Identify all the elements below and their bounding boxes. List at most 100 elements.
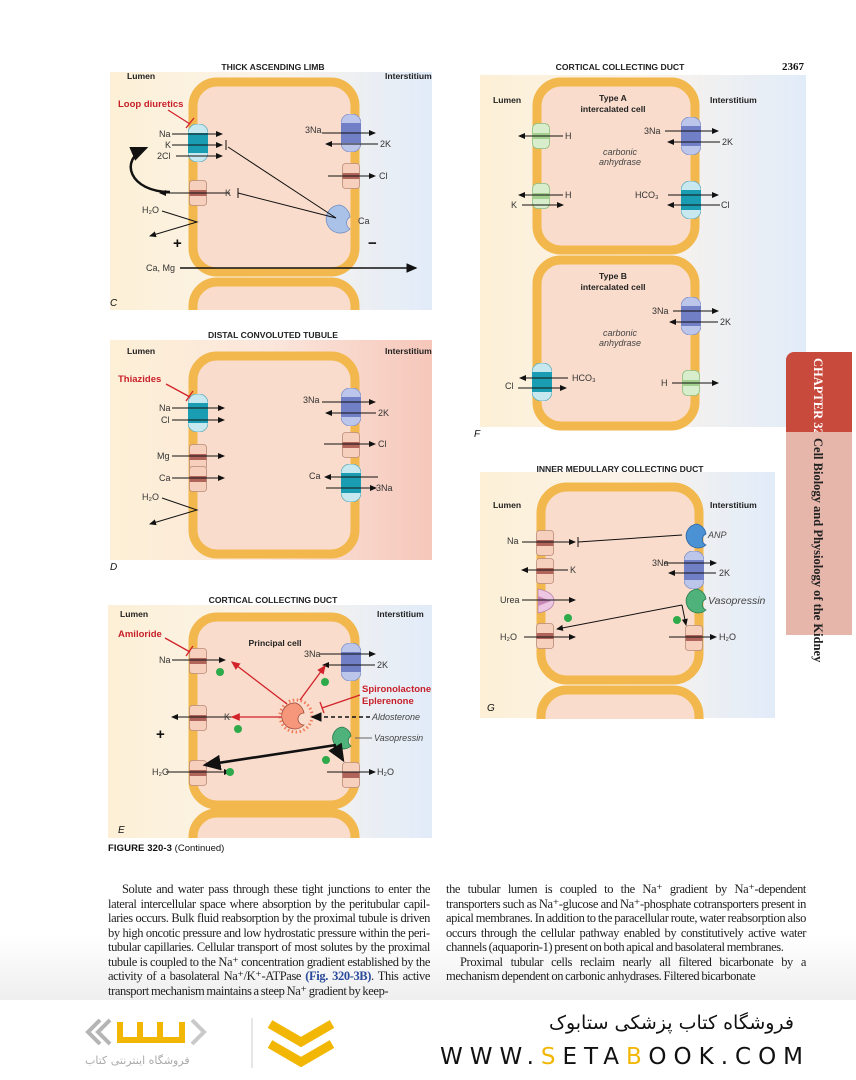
na-k-atpase bbox=[681, 297, 701, 335]
interstitium-label: Interstitium bbox=[377, 609, 424, 619]
chapter-title: Cell Biology and Physiology of the Kidne… bbox=[811, 438, 825, 663]
paragraph-text: . This active transport mechanism mainta… bbox=[108, 969, 431, 998]
ion-label: 2K bbox=[720, 317, 731, 327]
drug-label: Eplerenone bbox=[362, 696, 414, 707]
panel-c-thick-ascending-limb: THICK ASCENDING LIMB Lumen Interstitium … bbox=[110, 62, 432, 310]
chapter-tab: CHAPTER 320 Cell Biology and Physiology … bbox=[786, 352, 852, 662]
ca-channel bbox=[190, 467, 207, 492]
ion-label: K bbox=[224, 712, 230, 722]
na-k-atpase bbox=[681, 117, 701, 155]
figure-caption: FIGURE 320-3 (Continued) bbox=[108, 843, 224, 854]
ae1-exchanger bbox=[681, 181, 701, 219]
setabook-watermark-banner: فروشگاه اینترنتی کتاب فروشگاه کتاب پزشکی… bbox=[0, 1002, 856, 1080]
store-url[interactable]: WWW.SETABOOK.COM bbox=[440, 1044, 810, 1070]
charge-plus: + bbox=[156, 726, 165, 743]
ion-label: 3Na bbox=[305, 125, 322, 135]
ion-label: 2Cl bbox=[157, 151, 171, 161]
hormone-label: ANP bbox=[707, 530, 727, 540]
ion-label: 2K bbox=[719, 568, 730, 578]
logo-subtitle: فروشگاه اینترنتی کتاب bbox=[85, 1054, 190, 1067]
body-text-right-column: the tubular lumen is coupled to the Na⁺ … bbox=[446, 882, 806, 984]
ion-label: H bbox=[661, 378, 668, 388]
ion-label: Urea bbox=[500, 595, 520, 605]
lumen-label: Lumen bbox=[127, 346, 155, 356]
figure-note: (Continued) bbox=[174, 843, 225, 854]
ion-label: Na bbox=[159, 655, 171, 665]
figure-reference-link[interactable]: (Fig. 320-3B) bbox=[305, 969, 372, 983]
ion-label: H bbox=[565, 190, 572, 200]
ion-label: 2K bbox=[722, 137, 733, 147]
panel-g-inner-medullary-collecting-duct: INNER MEDULLARY COLLECTING DUCT Lumen In… bbox=[480, 464, 775, 719]
ion-label: Mg bbox=[157, 451, 170, 461]
ion-label: H₂O bbox=[152, 767, 169, 777]
charge-minus: − bbox=[368, 235, 377, 252]
interstitium-label: Interstitium bbox=[710, 500, 757, 510]
panel-f-intercalated-cells: CORTICAL COLLECTING DUCT Lumen Interstit… bbox=[474, 62, 806, 438]
ion-label: Na bbox=[159, 403, 171, 413]
ion-label: H₂O bbox=[377, 767, 394, 777]
ion-label: 3Na bbox=[304, 649, 321, 659]
setabook-logo bbox=[85, 1018, 335, 1068]
neighbor-cell bbox=[536, 685, 704, 719]
chapter-number: CHAPTER 320 bbox=[811, 358, 825, 441]
enzyme-label: anhydrase bbox=[599, 338, 641, 348]
ion-label: Na bbox=[159, 129, 171, 139]
panel-title: CORTICAL COLLECTING DUCT bbox=[556, 62, 685, 72]
aqp2-channel bbox=[537, 624, 554, 649]
store-name: فروشگاه کتاب پزشکی ستابوک bbox=[548, 1012, 794, 1034]
ncc-cotransporter bbox=[188, 394, 208, 432]
lumen-label: Lumen bbox=[493, 500, 521, 510]
paragraph-text: Solute and water pass through these tigh… bbox=[108, 882, 430, 983]
url-part: ETA bbox=[562, 1044, 627, 1070]
panel-letter: D bbox=[110, 562, 117, 573]
lumen-label: Lumen bbox=[120, 609, 148, 619]
ion-label: Ca bbox=[358, 216, 370, 226]
na-k-atpase bbox=[341, 643, 361, 681]
v2-receptor-icon bbox=[685, 588, 707, 614]
url-part: S bbox=[540, 1044, 563, 1070]
url-part: WWW. bbox=[440, 1044, 541, 1070]
enzyme-label: carbonic bbox=[603, 328, 638, 338]
enzyme-label: carbonic bbox=[603, 147, 638, 157]
body-text-left-column: Solute and water pass through these tigh… bbox=[108, 882, 430, 998]
drug-label: Loop diuretics bbox=[118, 99, 183, 110]
ion-label: H₂O bbox=[500, 632, 517, 642]
ion-label: Cl bbox=[721, 200, 730, 210]
ion-label: 2K bbox=[378, 408, 389, 418]
url-part: OOK.COM bbox=[648, 1044, 811, 1070]
ion-label: 3Na bbox=[644, 126, 661, 136]
ion-label: H₂O bbox=[142, 205, 159, 215]
cell-label: intercalated cell bbox=[581, 104, 646, 114]
aqp3-channel bbox=[686, 626, 703, 651]
interstitium-label: Interstitium bbox=[710, 95, 757, 105]
ion-label: K bbox=[511, 200, 517, 210]
ion-label: 2K bbox=[380, 139, 391, 149]
enzyme-label: anhydrase bbox=[599, 157, 641, 167]
panel-title: DISTAL CONVOLUTED TUBULE bbox=[208, 330, 338, 340]
cell-label: Type B bbox=[599, 271, 627, 281]
cl-channel bbox=[343, 433, 360, 458]
ion-label: Ca, Mg bbox=[146, 263, 175, 273]
ion-label: Cl bbox=[505, 381, 514, 391]
hormone-label: Vasopressin bbox=[708, 595, 766, 607]
panel-letter: G bbox=[487, 703, 495, 714]
panel-title: INNER MEDULLARY COLLECTING DUCT bbox=[536, 464, 704, 474]
interstitium-label: Interstitium bbox=[385, 346, 432, 356]
anp-receptor-icon bbox=[685, 523, 707, 549]
ion-label: H bbox=[565, 131, 572, 141]
ion-label: H₂O bbox=[719, 632, 736, 642]
ion-label: H₂O bbox=[142, 492, 159, 502]
enac-channel bbox=[190, 649, 207, 674]
stimulate-icons bbox=[216, 668, 330, 776]
interstitium-label: Interstitium bbox=[385, 71, 432, 81]
scan-shading bbox=[0, 935, 856, 1000]
ion-label: 3Na bbox=[652, 558, 669, 568]
neighbor-cell bbox=[188, 808, 360, 838]
lumen-label: Lumen bbox=[127, 71, 155, 81]
figure-label: FIGURE 320-3 bbox=[108, 843, 173, 854]
ion-label: 3Na bbox=[303, 395, 320, 405]
hormone-label: Vasopressin bbox=[374, 733, 423, 743]
neighbor-cell bbox=[188, 277, 360, 310]
cell-label: Principal cell bbox=[248, 638, 301, 648]
